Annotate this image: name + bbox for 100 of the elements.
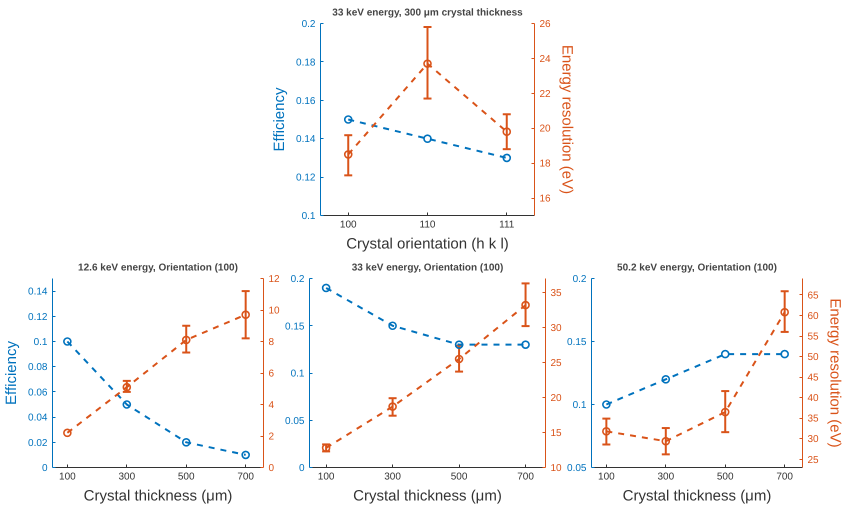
y-tick-label: 0.06 <box>28 387 48 398</box>
x-tick-label: 300 <box>657 472 675 482</box>
y2-tick-label: 60 <box>808 310 820 322</box>
point <box>182 336 191 344</box>
y2-tick-label: 35 <box>550 288 562 299</box>
x-tick-label: 110 <box>420 220 436 230</box>
y-tick-label: 0.2 <box>302 19 316 30</box>
point <box>182 438 191 447</box>
point <box>344 150 353 159</box>
y2-tick-label: 22 <box>540 88 552 100</box>
y2-tick-label: 10 <box>550 463 562 474</box>
y2-tick-label: 8 <box>268 337 274 348</box>
y-tick-label: 0.12 <box>296 172 316 184</box>
y2-tick-label: 6 <box>268 368 274 380</box>
chart-title: 50.2 keV energy, Orientation (100) <box>617 262 777 274</box>
x-axis-title: Crystal thickness (μm) <box>353 488 502 504</box>
y-tick-label: 0.05 <box>285 416 305 427</box>
y2-tick-label: 25 <box>550 358 562 369</box>
y2-tick-label: 30 <box>550 323 562 334</box>
y-tick-label: 0.1 <box>290 368 305 380</box>
y-tick-label: 0.15 <box>567 337 587 348</box>
y-tick-label: 0.14 <box>28 286 48 298</box>
y2-tick-label: 16 <box>540 194 552 205</box>
y2-tick-label: 18 <box>540 158 552 170</box>
point <box>122 382 132 392</box>
y-tick-label: 0.08 <box>28 362 48 374</box>
y2-tick-label: 12 <box>268 274 280 285</box>
point <box>63 337 72 346</box>
point <box>388 402 397 411</box>
point <box>388 321 397 330</box>
point <box>780 308 789 316</box>
y-tick-label: 0.1 <box>34 337 48 348</box>
y2-tick-label: 25 <box>808 454 820 466</box>
y2-tick-label: 50 <box>808 352 820 364</box>
y-tick-label: 0.14 <box>296 134 316 146</box>
x-tick-label: 100 <box>59 472 76 482</box>
x-tick-label: 500 <box>178 472 196 482</box>
point <box>63 428 72 438</box>
x-tick-label: 500 <box>716 472 734 482</box>
y2-tick-label: 10 <box>268 306 280 316</box>
y2-tick-label: 20 <box>540 124 552 135</box>
y-tick-label: 0.18 <box>296 57 316 68</box>
y2-tick-label: 26 <box>540 19 552 30</box>
y-tick-label: 0 <box>298 463 305 474</box>
y-tick-label: 0.1 <box>572 400 587 411</box>
y2-tick-label: 4 <box>268 400 274 411</box>
y2-tick-label: 0 <box>268 463 274 474</box>
y-tick-label: 0.12 <box>28 312 48 323</box>
x-axis-title: Crystal thickness (μm) <box>84 488 232 504</box>
point <box>241 310 250 320</box>
x-tick-label: 300 <box>118 472 136 482</box>
x-tick-label: 100 <box>598 472 616 482</box>
y-tick-label: 0.04 <box>28 412 48 424</box>
y2-tick-label: 35 <box>808 414 820 425</box>
y2-tick-label: 24 <box>540 54 552 65</box>
chart-title: 33 keV energy, 300 μm crystal thickness <box>332 8 524 18</box>
x-axis-title: Crystal thickness (μm) <box>622 488 772 504</box>
x-tick-label: 500 <box>450 472 468 482</box>
y2-tick-label: 20 <box>550 393 562 404</box>
point <box>521 340 530 349</box>
point <box>521 300 530 310</box>
y-tick-label: 0.05 <box>567 463 587 474</box>
point <box>454 354 464 364</box>
y2-tick-label: 30 <box>808 434 820 446</box>
point <box>344 115 353 124</box>
point <box>241 450 250 460</box>
y-tick-label: 0 <box>42 463 48 474</box>
y2-axis-title: Energy resolution (eV) <box>558 44 576 194</box>
y2-tick-label: 40 <box>808 393 820 404</box>
point <box>502 127 512 136</box>
y-tick-label: 0.2 <box>290 274 305 285</box>
y-tick-label: 0.15 <box>285 321 305 332</box>
y-axis-title: Efficiency <box>271 87 288 152</box>
y-tick-label: 0.16 <box>296 96 316 107</box>
chart-title: 12.6 keV energy, Orientation (100) <box>78 262 238 274</box>
point <box>720 408 730 416</box>
x-tick-label: 300 <box>384 472 402 482</box>
y2-tick-label: 45 <box>808 372 820 384</box>
y-axis-title: Efficiency <box>3 340 20 405</box>
x-axis-title: Crystal orientation (h k l) <box>346 236 509 252</box>
y2-tick-label: 65 <box>808 290 820 302</box>
y-tick-label: 0.02 <box>28 438 48 449</box>
y-tick-label: 0.1 <box>302 211 316 222</box>
point <box>780 350 789 358</box>
y2-axis-title: Energy resolution (eV) <box>826 298 844 448</box>
point <box>661 436 670 446</box>
chart-title: 33 keV energy, Orientation (100) <box>352 262 504 274</box>
x-tick-label: 100 <box>340 220 358 230</box>
x-tick-label: 700 <box>517 472 534 482</box>
point <box>122 400 132 409</box>
x-tick-label: 700 <box>237 472 254 482</box>
y2-tick-label: 15 <box>550 428 562 439</box>
x-tick-label: 111 <box>499 220 515 230</box>
x-tick-label: 100 <box>318 472 335 482</box>
point <box>720 350 730 358</box>
point <box>661 375 670 384</box>
y-tick-label: 0.2 <box>572 274 587 285</box>
y2-tick-label: 55 <box>808 332 820 343</box>
point <box>423 134 432 143</box>
point <box>322 284 330 292</box>
